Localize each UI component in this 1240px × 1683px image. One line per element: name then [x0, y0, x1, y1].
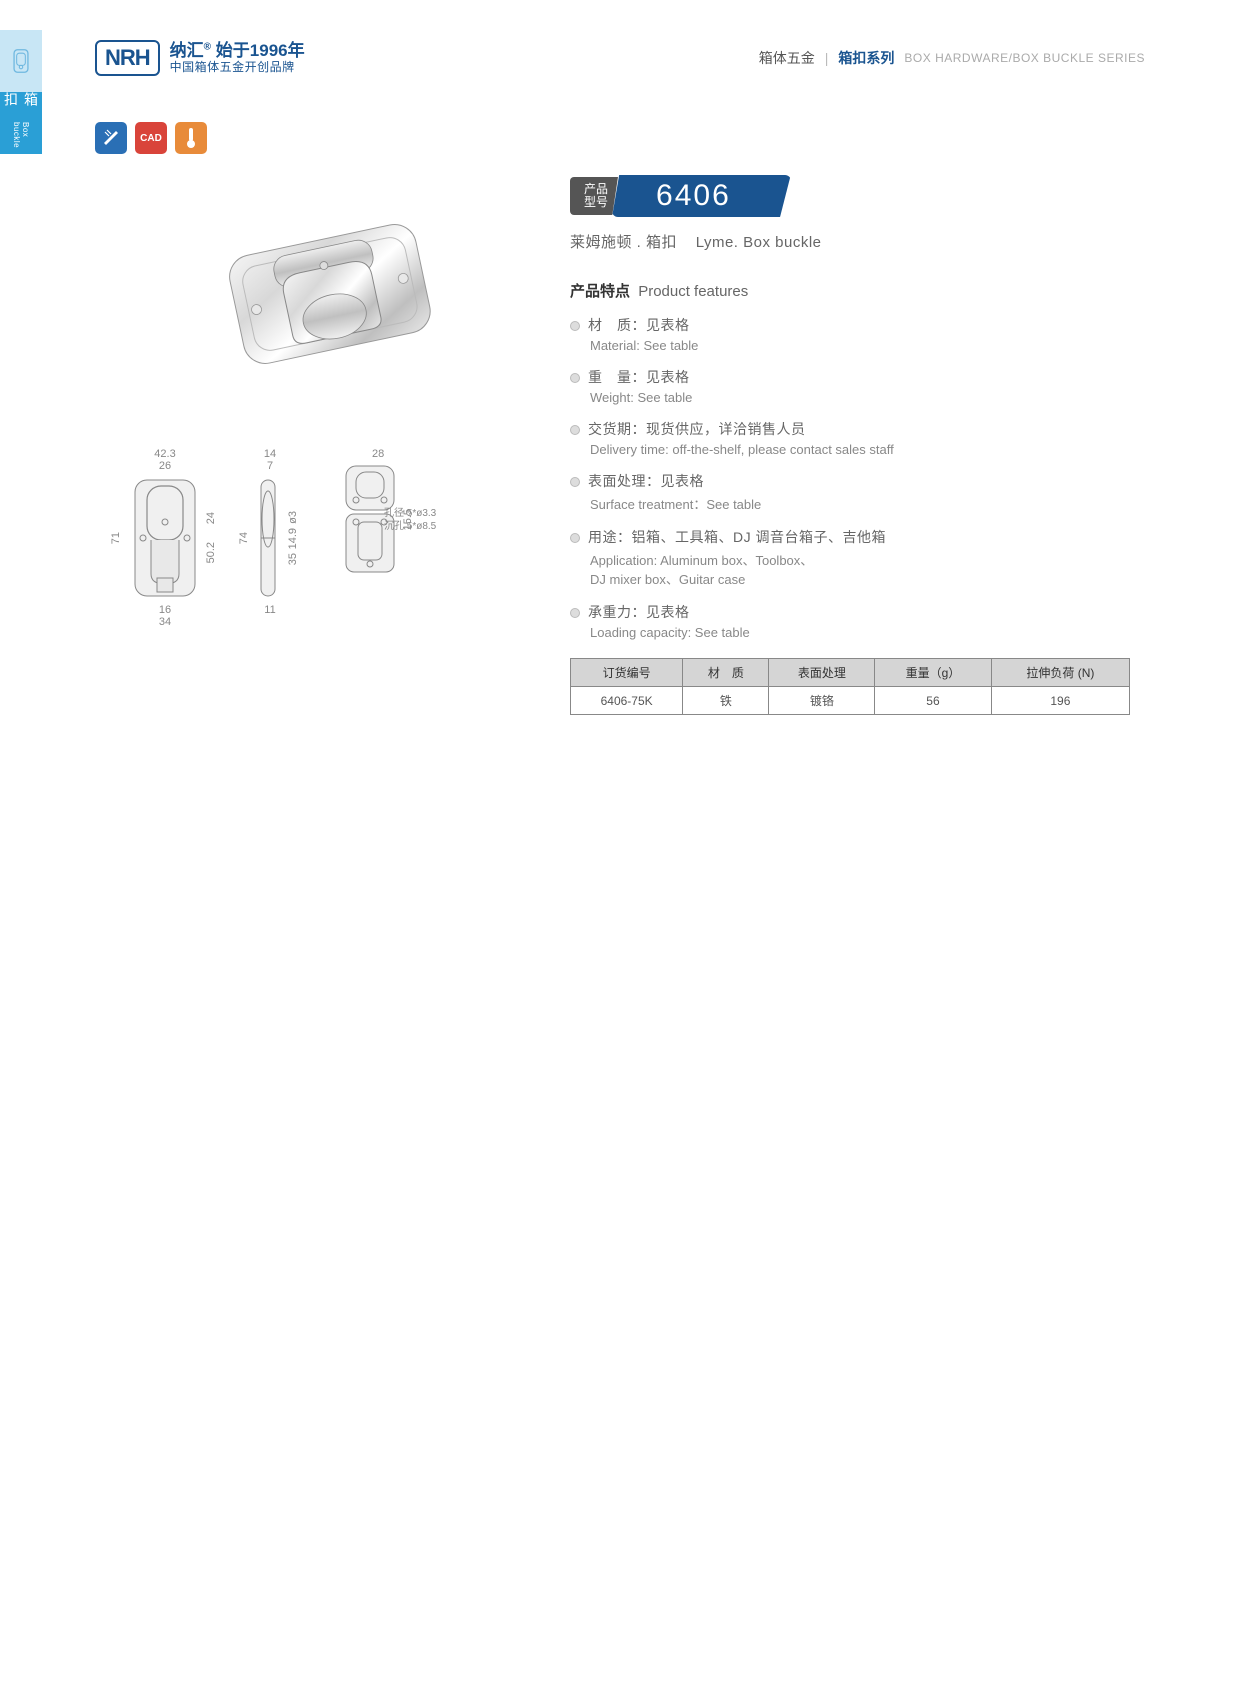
dim-label: 7 [267, 460, 273, 472]
dim-label: 26 [159, 460, 171, 472]
logo-mark: NRH [95, 40, 160, 76]
dim-label: ø3 [287, 511, 299, 524]
breadcrumb-series: 箱扣系列 [838, 48, 894, 68]
dim-label: 42.3 [154, 448, 175, 460]
tools-icon[interactable] [95, 122, 127, 154]
feature-item: 表面处理：见表格 Surface treatment：See table [570, 471, 1130, 513]
feature-item: 承重力：见表格 Loading capacity: See table [570, 602, 1130, 640]
table-cell: 56 [875, 687, 992, 715]
logo-reg: ® [204, 42, 211, 53]
table-row: 6406-75K铁镀铬56196 [571, 687, 1130, 715]
action-icons: CAD [95, 122, 207, 154]
feature-cn: 表面处理：见表格 [588, 471, 1130, 491]
spec-table: 订货编号材 质表面处理重量（g）拉伸负荷 (N) 6406-75K铁镀铬5619… [570, 658, 1130, 715]
features-title-cn: 产品特点 [570, 283, 630, 300]
table-header: 订货编号 [571, 659, 683, 687]
dim-label: 16 [159, 604, 171, 616]
dim-label: 50.2 [205, 542, 217, 563]
feature-item: 重 量：见表格 Weight: See table [570, 367, 1130, 405]
buckle-outline-icon [10, 48, 32, 74]
drawing-front-view: 42.3 26 71 24 50.2 [110, 448, 220, 628]
subtitle-en: Lyme. Box buckle [696, 234, 822, 251]
table-cell: 铁 [683, 687, 769, 715]
logo-block: NRH 纳汇® 始于1996年 中国箱体五金开创品牌 [95, 40, 305, 76]
dim-label: 14.9 [287, 528, 299, 549]
breadcrumb-category: 箱体五金 [759, 48, 815, 68]
side-tab-label-en: Box buckle [12, 122, 30, 154]
feature-en: Material: See table [590, 338, 1130, 353]
dim-label: 71 [110, 532, 122, 544]
feature-en: Delivery time: off-the-shelf, please con… [590, 442, 1130, 457]
product-info-panel: 产品 型号 6406 莱姆施顿 . 箱扣 Lyme. Box buckle 产品… [570, 175, 1130, 715]
table-header: 重量（g） [875, 659, 992, 687]
model-label: 产品 型号 [570, 177, 618, 215]
feature-cn: 承重力：见表格 [588, 602, 1130, 622]
logo-tagline: 中国箱体五金开创品牌 [170, 61, 305, 75]
features-title-en: Product features [638, 283, 748, 300]
drawing-side-view: 14 7 74 ø3 14.9 35 11 [238, 448, 302, 616]
cad-icon[interactable]: CAD [135, 122, 167, 154]
breadcrumb-en: BOX HARDWARE/BOX BUCKLE SERIES [904, 51, 1145, 65]
feature-list: 材 质：见表格 Material: See table 重 量：见表格 Weight:… [570, 315, 1130, 640]
feature-en: Surface treatment：See table [590, 494, 1130, 513]
subtitle-cn: 莱姆施顿 . 箱扣 [570, 234, 677, 251]
model-label-l2: 型号 [584, 196, 608, 209]
technical-drawings: 42.3 26 71 24 50.2 [110, 448, 510, 628]
dim-label: 11 [264, 604, 275, 616]
model-tag: 产品 型号 6406 [570, 175, 1130, 217]
model-subtitle: 莱姆施顿 . 箱扣 Lyme. Box buckle [570, 231, 1130, 252]
feature-item: 交货期：现货供应，详洽销售人员 Delivery time: off-the-sh… [570, 419, 1130, 457]
breadcrumb-sep: | [825, 50, 829, 66]
side-tabs: 箱扣 Box buckle [0, 30, 42, 154]
dim-label: 74 [238, 532, 250, 544]
feature-cn: 材 质：见表格 [588, 315, 1130, 335]
product-photo [180, 195, 470, 395]
temp-icon [184, 127, 198, 149]
table-cell: 6406-75K [571, 687, 683, 715]
table-header: 拉伸负荷 (N) [991, 659, 1129, 687]
thermometer-icon[interactable] [175, 122, 207, 154]
feature-item: 用途：铝箱、工具箱、DJ 调音台箱子、吉他箱 Application: Alumi… [570, 527, 1130, 588]
feature-cn: 用途：铝箱、工具箱、DJ 调音台箱子、吉他箱 [588, 527, 1130, 547]
side-tab-label-cn: 箱扣 [1, 92, 41, 116]
feature-en: Application: Aluminum box、Toolbox、 DJ mi… [590, 550, 1130, 588]
header-breadcrumb: 箱体五金 | 箱扣系列 BOX HARDWARE/BOX BUCKLE SERI… [759, 48, 1145, 68]
logo-text: 纳汇® 始于1996年 中国箱体五金开创品牌 [170, 41, 305, 74]
dim-label: 24 [205, 512, 217, 524]
page-header: NRH 纳汇® 始于1996年 中国箱体五金开创品牌 箱体五金 | 箱扣系列 B… [95, 40, 1145, 76]
dim-label: 15.5 [402, 509, 414, 530]
table-header: 表面处理 [769, 659, 875, 687]
side-tab-1[interactable] [0, 30, 42, 92]
dim-label: 14 [264, 448, 276, 460]
features-title: 产品特点 Product features [570, 280, 1130, 301]
feature-en: Loading capacity: See table [590, 625, 1130, 640]
table-header: 材 质 [683, 659, 769, 687]
feature-cn: 重 量：见表格 [588, 367, 1130, 387]
feature-cn: 交货期：现货供应，详洽销售人员 [588, 419, 1130, 439]
dim-label: 35 [287, 553, 299, 565]
drawing-back-view: 28 15.5 孔径 5*ø3.3 [320, 448, 436, 533]
table-cell: 镀铬 [769, 687, 875, 715]
dim-label: 34 [159, 616, 171, 628]
feature-en: Weight: See table [590, 390, 1130, 405]
model-number: 6406 [612, 175, 791, 217]
buckle-render-icon [185, 200, 465, 390]
table-cell: 196 [991, 687, 1129, 715]
ruler-pencil-icon [102, 129, 120, 147]
logo-year: 始于1996年 [216, 41, 305, 60]
logo-cn: 纳汇 [170, 41, 204, 60]
feature-item: 材 质：见表格 Material: See table [570, 315, 1130, 353]
side-tab-2-active[interactable]: 箱扣 Box buckle [0, 92, 42, 154]
dim-label: 28 [372, 448, 384, 460]
